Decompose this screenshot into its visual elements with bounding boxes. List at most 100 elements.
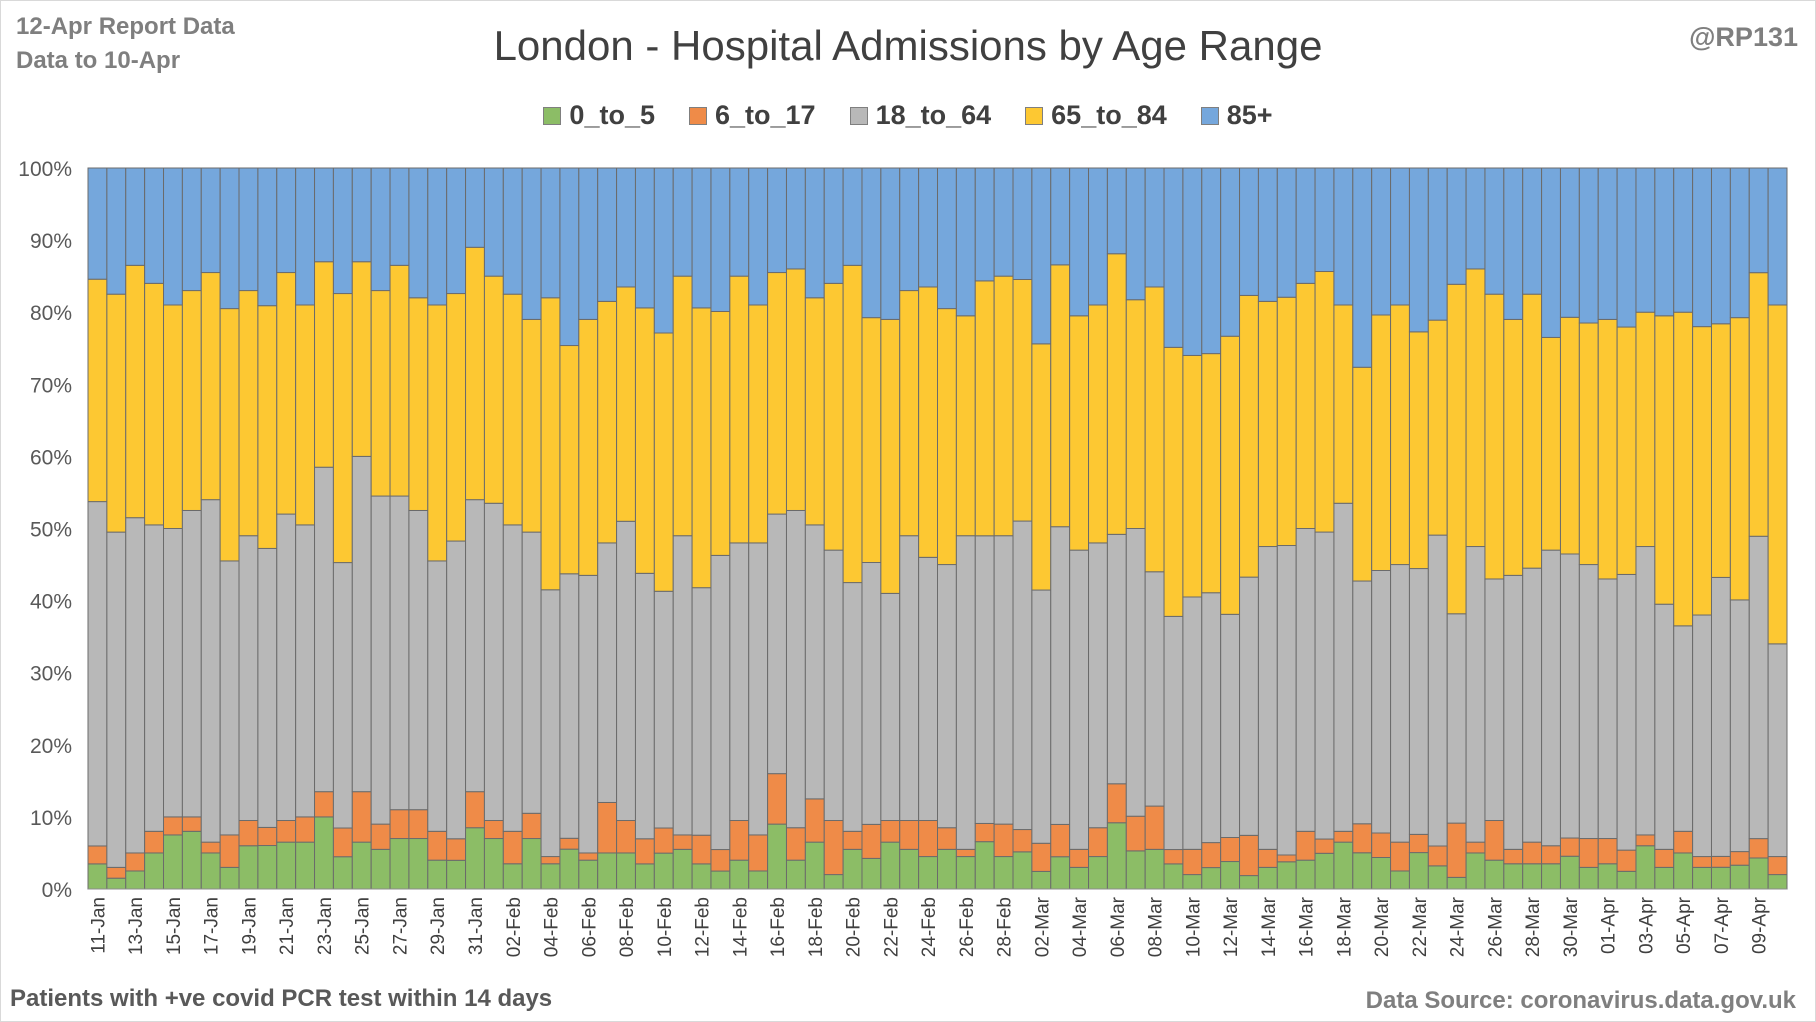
bar-segment (87, 501, 108, 847)
bar-segment (616, 820, 636, 854)
bar-segment (1239, 834, 1259, 877)
bar-segment (559, 573, 580, 839)
bar-segment (767, 773, 787, 825)
x-tick-label: 03-Apr (1636, 896, 1657, 954)
bar-segment (974, 841, 995, 890)
bar-segment (785, 827, 806, 861)
bar-segment (200, 841, 221, 854)
bar-segment (1484, 293, 1505, 580)
bar-segment (1333, 502, 1354, 832)
bar-segment (653, 590, 674, 829)
legend-item-18-to-64: 18_to_64 (849, 100, 991, 131)
x-tick-label: 07-Apr (1712, 896, 1733, 954)
bar-segment (465, 827, 485, 890)
bar-segment (1710, 167, 1731, 325)
bar-segment (955, 856, 976, 890)
x-tick-label: 14-Mar (1259, 896, 1280, 957)
bar-segment (1446, 876, 1467, 890)
bar-segment (1635, 845, 1656, 890)
bar-segment (521, 318, 542, 533)
bar-segment (937, 848, 957, 890)
bar-segment (1578, 838, 1599, 868)
bar-segment (200, 499, 221, 843)
bar-segment (842, 830, 863, 850)
bar-segment (1125, 815, 1146, 852)
x-tick-label: 10-Feb (655, 897, 676, 957)
bar-segment (899, 535, 920, 822)
bar-segment (710, 310, 731, 556)
bar-segment (1182, 874, 1203, 890)
bar-segment (1257, 848, 1278, 868)
bar-segment (634, 307, 655, 574)
bar-segment (1427, 534, 1448, 847)
bar-segment (125, 264, 146, 519)
bar-segment (1390, 870, 1410, 890)
bar-segment (1503, 574, 1524, 850)
bar-segment (295, 816, 316, 843)
legend-label-0-to-5: 0_to_5 (569, 100, 655, 130)
bar-segment (1050, 167, 1071, 266)
x-tick-label: 31-Jan (466, 897, 487, 955)
bar-segment (1578, 322, 1599, 566)
bar-segment (804, 841, 825, 890)
bar-segment (1276, 854, 1297, 863)
bar-segment (672, 275, 693, 537)
bar-segment (295, 841, 316, 890)
bar-segment (729, 859, 750, 890)
bar-segment (729, 275, 750, 544)
bar-segment (653, 852, 674, 890)
bar-segment (1201, 867, 1222, 890)
bar-segment (1088, 542, 1108, 829)
bar-segment (87, 278, 108, 503)
x-tick-label: 21-Jan (277, 897, 298, 955)
bar-segment (483, 820, 504, 840)
bar-segment (597, 852, 618, 890)
bar-segment (597, 542, 618, 803)
bar-segment (1163, 863, 1184, 890)
bar-segment (1220, 335, 1241, 615)
legend-label-85-plus: 85+ (1226, 100, 1273, 130)
bar-segment (389, 167, 410, 266)
y-tick-label: 90% (30, 230, 72, 253)
bar-segment (370, 823, 391, 850)
bar-segment (993, 823, 1014, 858)
bar-segment (955, 315, 976, 537)
bar-segment (767, 272, 787, 515)
bar-segment (748, 542, 769, 836)
bar-segment (993, 535, 1014, 825)
bar-segment (238, 290, 259, 537)
bar-segment (219, 866, 240, 890)
bar-segment (540, 589, 561, 858)
bar-segment (351, 455, 372, 793)
bar-segment (1144, 805, 1165, 850)
y-tick-label: 60% (30, 446, 72, 469)
bar-segment (634, 167, 655, 309)
bar-segment (502, 167, 523, 295)
bar-segment (955, 167, 976, 317)
x-tick-label: 02-Feb (504, 897, 525, 957)
bar-segment (87, 167, 108, 280)
bar-segment (1541, 845, 1561, 865)
bar-segment (1541, 336, 1561, 551)
x-tick-label: 04-Feb (542, 897, 563, 957)
bar-segment (219, 560, 240, 836)
bar-segment (540, 167, 561, 299)
bar-segment (1295, 167, 1316, 284)
bar-segment (1390, 841, 1410, 872)
bar-segment (332, 827, 353, 858)
bar-segment (1352, 823, 1373, 854)
bar-segment (276, 820, 297, 843)
bar-segment (1729, 864, 1750, 890)
bar-segment (1371, 167, 1392, 316)
bar-segment (1239, 576, 1259, 836)
bar-segment (653, 827, 674, 854)
bar-segment (1220, 861, 1241, 890)
bar-segment (1597, 167, 1618, 320)
bar-segment (163, 304, 183, 529)
y-tick-label: 50% (30, 519, 72, 542)
bar-segment (1692, 326, 1712, 616)
bar-segment (899, 820, 920, 850)
bar-segment (1408, 167, 1429, 333)
bar-segment (521, 531, 542, 814)
bar-segment (446, 859, 467, 890)
